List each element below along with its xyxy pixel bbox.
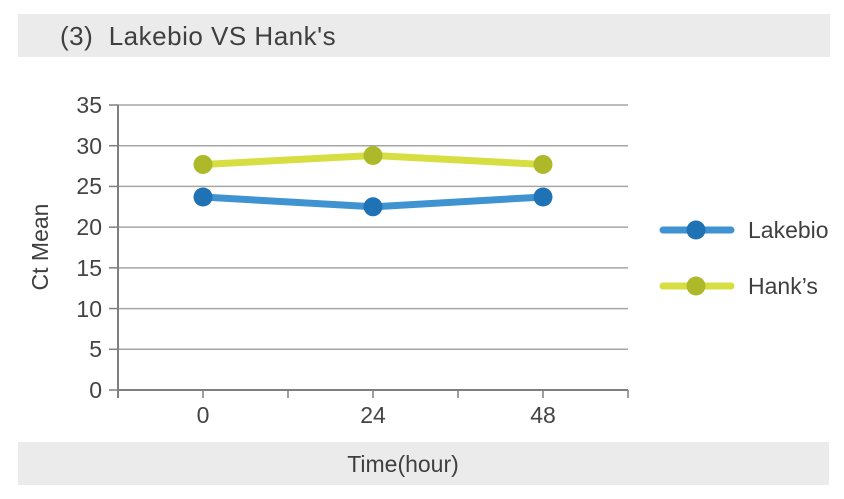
y-tick-label: 15: [76, 254, 102, 281]
x-tick-label: 0: [196, 402, 210, 428]
y-tick-label: 30: [76, 132, 102, 159]
y-tick-label: 35: [76, 92, 102, 118]
hanks-series-swatch: [659, 276, 735, 296]
data-point: [533, 187, 553, 207]
data-point: [533, 154, 553, 174]
legend-label-hanks: Hank’s: [748, 272, 818, 299]
data-point: [193, 154, 213, 174]
xlabel-banner: Time(hour): [18, 442, 829, 485]
y-tick-label: 10: [76, 295, 102, 322]
lakebio-series-swatch: [659, 220, 735, 240]
x-axis-title: Time(hour): [347, 451, 459, 477]
x-tick-label: 24: [360, 402, 386, 428]
legend-item-hanks: Hank’s: [659, 264, 829, 308]
data-point: [363, 197, 383, 217]
data-point: [363, 145, 383, 165]
y-tick-label: 0: [89, 377, 102, 403]
data-point: [193, 187, 213, 207]
legend-item-lakebio: Lakebio: [659, 208, 829, 252]
x-tick-label: 48: [530, 402, 556, 428]
legend-label-lakebio: Lakebio: [748, 216, 829, 243]
legend: Lakebio Hank’s: [659, 208, 829, 308]
chart-title: (3) Lakebio VS Hank's: [60, 21, 337, 51]
y-tick-label: 25: [76, 173, 102, 200]
y-tick-label: 20: [76, 214, 102, 241]
title-banner: (3) Lakebio VS Hank's: [18, 14, 830, 57]
y-tick-label: 5: [89, 336, 102, 363]
